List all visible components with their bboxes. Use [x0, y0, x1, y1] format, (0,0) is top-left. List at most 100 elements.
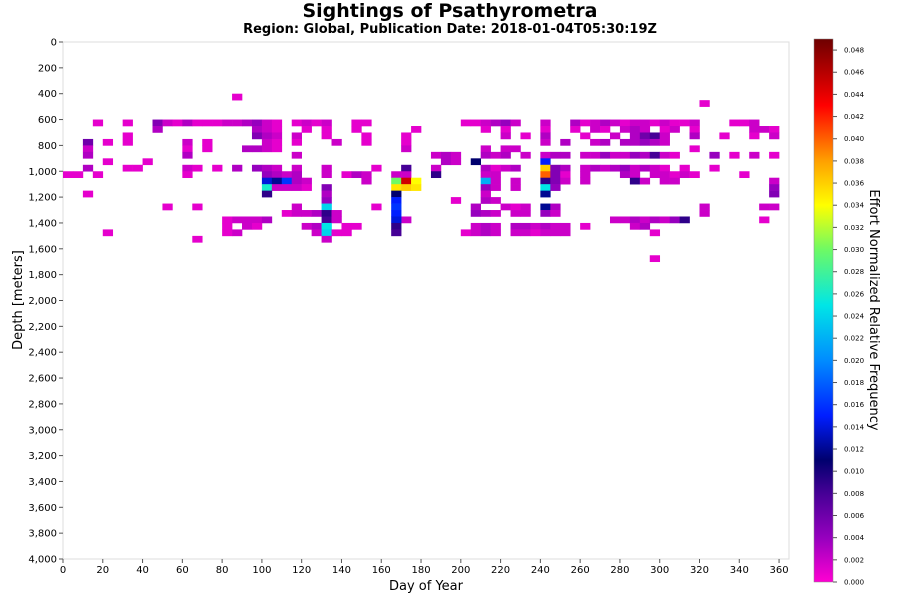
heatmap-cell: [271, 138, 283, 146]
heatmap-cell: [281, 184, 293, 191]
heatmap-cell: [769, 151, 780, 159]
heatmap-cell: [520, 132, 531, 140]
heatmap-cell: [550, 203, 561, 211]
heatmap-cell: [669, 119, 680, 127]
heatmap-cell: [500, 132, 511, 140]
heatmap-cell: [311, 210, 322, 217]
colorbar-tick-label: 0.048: [844, 47, 864, 55]
heatmap-cell: [212, 164, 223, 172]
heatmap-cell: [659, 119, 670, 127]
heatmap-cell: [470, 222, 481, 230]
heatmap-cell: [411, 184, 422, 191]
colorbar-tick-label: 0.018: [844, 379, 864, 387]
heatmap-cell: [540, 151, 551, 159]
colorbar-label: Effort Normalized Relative Frequency: [866, 189, 881, 431]
heatmap-cell: [480, 164, 491, 172]
heatmap-cell: [182, 164, 193, 172]
x-tick-label: 240: [531, 565, 550, 576]
heatmap-cell: [619, 126, 631, 133]
y-tick-label: 3,000: [28, 425, 57, 436]
heatmap-cell: [560, 177, 571, 185]
heatmap-cell: [749, 126, 760, 133]
colorbar-tick-label: 0.042: [844, 113, 864, 121]
heatmap-cell: [192, 119, 203, 127]
heatmap-cell: [192, 235, 203, 243]
heatmap-cell: [321, 190, 332, 198]
heatmap-cell: [669, 216, 680, 224]
heatmap-cell: [321, 216, 332, 224]
x-tick-label: 60: [176, 565, 189, 576]
heatmap-cell: [570, 126, 581, 133]
heatmap-cell: [520, 210, 531, 217]
colorbar-tick-label: 0.038: [844, 157, 864, 165]
heatmap-cell: [251, 145, 263, 153]
heatmap-cell: [629, 216, 641, 224]
colorbar-tick-label: 0.016: [844, 401, 865, 409]
heatmap-cell: [540, 177, 551, 185]
heatmap-cell: [271, 164, 283, 172]
heatmap-cell: [271, 126, 283, 133]
heatmap-cell: [291, 132, 302, 140]
heatmap-cell: [500, 126, 511, 133]
heatmap-cell: [600, 164, 611, 172]
heatmap-cell: [510, 119, 521, 127]
heatmap-cell: [699, 100, 710, 107]
heatmap-cell: [719, 132, 730, 140]
heatmap-cell: [759, 126, 770, 133]
colorbar-tick-label: 0.024: [844, 313, 865, 321]
heatmap-cell: [550, 164, 561, 172]
heatmap-cell: [540, 138, 551, 146]
heatmap-cell: [550, 184, 561, 191]
heatmap-cell: [470, 119, 481, 127]
heatmap-cell: [391, 184, 402, 191]
heatmap-cell: [341, 229, 352, 237]
heatmap-cell: [769, 132, 780, 140]
heatmap-cell: [361, 171, 372, 179]
heatmap-cell: [251, 119, 263, 127]
heatmap-cell: [550, 151, 561, 159]
heatmap-cell: [401, 216, 412, 224]
colorbar-tick-label: 0.028: [844, 268, 864, 276]
heatmap-cell: [182, 138, 193, 146]
heatmap-cell: [72, 171, 84, 179]
heatmap-cell: [510, 203, 521, 211]
colorbar-tick-label: 0.002: [844, 556, 864, 564]
heatmap-cell: [430, 164, 442, 172]
heatmap-cell: [82, 138, 94, 146]
heatmap-cell: [729, 119, 740, 127]
heatmap-cell: [450, 151, 462, 159]
heatmap-cell: [590, 138, 601, 146]
heatmap-cell: [331, 210, 342, 217]
heatmap-cell: [222, 222, 233, 230]
heatmap-cell: [391, 229, 402, 237]
heatmap-cell: [82, 151, 94, 159]
heatmap-cell: [649, 119, 661, 127]
heatmap-cell: [232, 119, 243, 127]
heatmap-cell: [540, 119, 551, 127]
heatmap-cell: [321, 222, 332, 230]
heatmap-cell: [639, 119, 651, 127]
heatmap-cell: [271, 177, 283, 185]
heatmap-cell: [619, 119, 631, 127]
colorbar-tick-label: 0.040: [844, 135, 864, 143]
heatmap-cell: [301, 184, 312, 191]
heatmap-cell: [609, 151, 621, 159]
heatmap-cell: [739, 119, 750, 127]
heatmap-cell: [321, 235, 332, 243]
heatmap-cell: [301, 119, 312, 127]
heatmap-cell: [520, 203, 531, 211]
heatmap-cell: [222, 119, 233, 127]
heatmap-cell: [510, 222, 521, 230]
heatmap-cell: [321, 119, 332, 127]
heatmap-cell: [82, 145, 94, 153]
heatmap-cell: [281, 210, 293, 217]
heatmap-cell: [281, 171, 293, 179]
heatmap-cell: [580, 151, 591, 159]
heatmap-cell: [659, 216, 670, 224]
heatmap-cell: [261, 216, 273, 224]
heatmap-cell: [649, 138, 661, 146]
heatmap-cell: [152, 119, 163, 127]
heatmap-cell: [639, 164, 651, 172]
heatmap-cell: [232, 229, 243, 237]
heatmap-cell: [729, 151, 740, 159]
